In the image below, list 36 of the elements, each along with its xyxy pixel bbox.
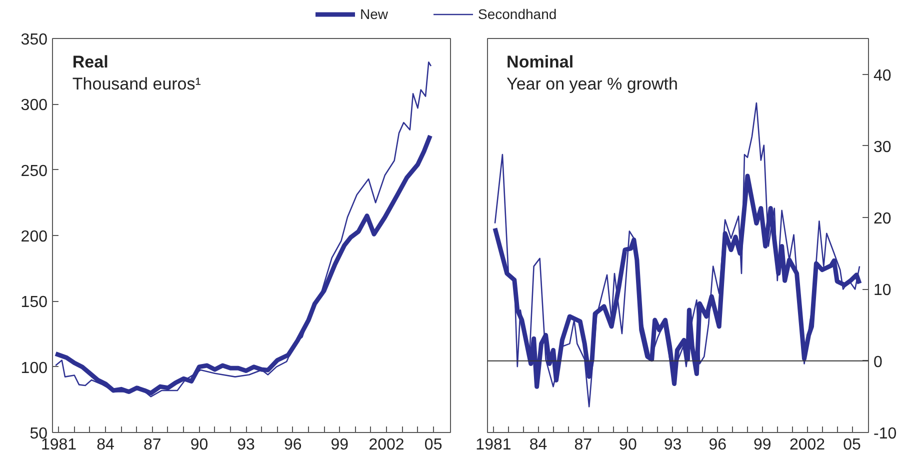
legend-label: New: [360, 6, 388, 22]
y-tick-label: 350: [20, 32, 48, 48]
x-tick-label: 2002: [368, 436, 404, 454]
text: Nominal: [506, 52, 574, 72]
x-tick-label: 2002: [789, 436, 826, 454]
x-tick-label: 84: [529, 436, 548, 454]
x-tick-label: 05: [843, 436, 862, 454]
y-tick-label: 30: [874, 138, 892, 156]
y-tick-label: -10: [874, 426, 897, 442]
x-tick-label: 96: [284, 436, 302, 454]
x-tick-label: 84: [96, 436, 115, 454]
y-tick-label: 150: [20, 294, 48, 312]
x-tick-label: 87: [574, 436, 592, 454]
x-tick-label: 96: [708, 436, 727, 454]
text: Real: [72, 52, 108, 72]
y-tick-label: 20: [874, 210, 892, 228]
x-tick-label: 05: [424, 436, 442, 454]
y-tick-label: 100: [20, 360, 48, 377]
y-tick-label: 250: [20, 162, 48, 180]
x-tick-label: 93: [664, 436, 682, 454]
x-tick-label: 93: [237, 436, 256, 454]
x-tick-label: 99: [330, 436, 349, 454]
y-tick-label: 200: [20, 228, 48, 246]
y-tick-label: 40: [874, 67, 892, 84]
x-tick-label: 90: [619, 436, 637, 454]
y-tick-label: 10: [874, 282, 892, 300]
x-tick-label: 87: [143, 436, 162, 454]
y-tick-label: 0: [874, 354, 882, 371]
line-series: [494, 102, 860, 408]
x-tick-label: 99: [754, 436, 772, 454]
y-tick-label: 300: [20, 97, 48, 114]
x-tick-label: 1981: [476, 436, 512, 454]
legend-label: Secondhand: [478, 6, 557, 22]
text: Year on year % growth: [506, 74, 678, 94]
text: Thousand euros¹: [72, 74, 202, 94]
x-tick-label: 90: [190, 436, 208, 454]
